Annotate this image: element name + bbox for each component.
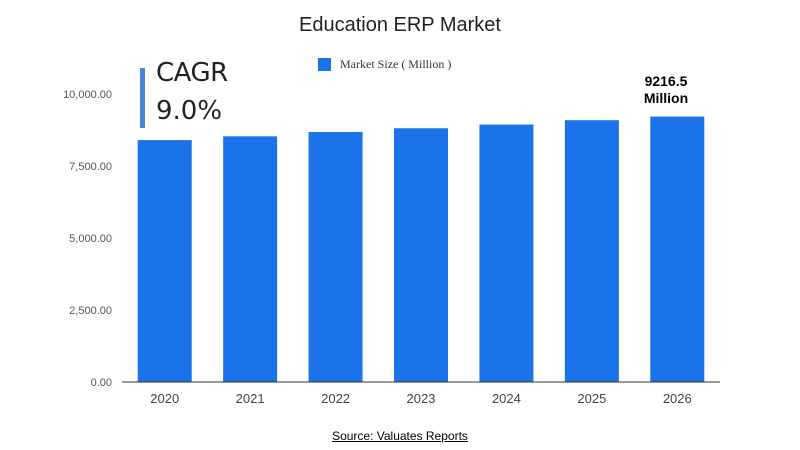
- bar-2024: [479, 124, 534, 382]
- x-tick-label: 2022: [321, 391, 350, 406]
- x-tick-label: 2024: [492, 391, 521, 406]
- bar-2026: [650, 116, 705, 383]
- bar-2023: [394, 128, 448, 382]
- bar-2025: [564, 120, 619, 382]
- legend-swatch: [318, 58, 331, 71]
- y-tick-label: 0.00: [91, 377, 112, 389]
- source-link[interactable]: Source: Valuates Reports: [332, 429, 468, 443]
- x-tick-label: 2021: [236, 391, 265, 406]
- y-tick-label: 2,500.00: [69, 305, 112, 317]
- x-tick-label: 2025: [577, 391, 606, 406]
- legend-label: Market Size ( Million ): [340, 57, 452, 71]
- x-tick-label: 2026: [663, 391, 692, 406]
- bar-2020: [137, 140, 192, 382]
- cagr-value: 9.0%: [156, 96, 223, 126]
- y-tick-label: 10,000.00: [63, 89, 112, 101]
- x-tick-label: 2023: [407, 391, 436, 406]
- chart-legend: Market Size ( Million ): [318, 57, 451, 72]
- cagr-label: CAGR: [156, 58, 228, 88]
- bar-2022: [308, 132, 363, 382]
- annotation-unit: Million: [643, 90, 689, 106]
- last-bar-annotation: 9216.5 Million: [622, 73, 710, 107]
- y-tick-label: 5,000.00: [69, 233, 112, 245]
- annotation-value: 9216.5: [644, 73, 688, 89]
- cagr-accent-bar: [140, 68, 145, 128]
- x-tick-label: 2020: [150, 391, 179, 406]
- bar-2021: [223, 136, 278, 382]
- y-tick-label: 7,500.00: [69, 161, 112, 173]
- chart-title: Education ERP Market: [299, 14, 501, 36]
